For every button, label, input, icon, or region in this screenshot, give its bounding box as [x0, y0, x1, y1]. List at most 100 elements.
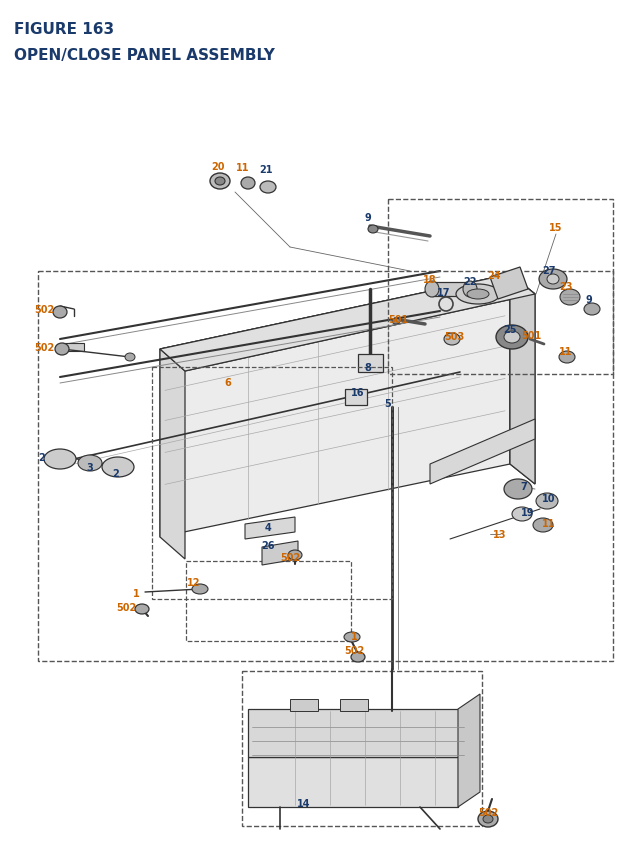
Ellipse shape: [547, 275, 559, 285]
Ellipse shape: [504, 331, 520, 344]
Polygon shape: [458, 694, 480, 807]
Text: 2: 2: [38, 453, 45, 462]
Text: 1: 1: [132, 588, 140, 598]
Text: 4: 4: [264, 523, 271, 532]
Text: 21: 21: [259, 164, 273, 175]
Bar: [388, 200, 613, 375]
Ellipse shape: [135, 604, 149, 614]
Ellipse shape: [55, 344, 69, 356]
Bar: [358, 355, 383, 373]
Ellipse shape: [425, 282, 439, 298]
Ellipse shape: [539, 269, 567, 289]
Text: 15: 15: [549, 223, 563, 232]
Ellipse shape: [560, 289, 580, 306]
Text: 501: 501: [388, 314, 408, 325]
Text: 502: 502: [478, 807, 498, 817]
Polygon shape: [160, 275, 535, 372]
Text: 22: 22: [463, 276, 477, 287]
Polygon shape: [160, 275, 510, 537]
Text: 3: 3: [86, 462, 93, 473]
Text: 2: 2: [113, 468, 120, 479]
Text: 23: 23: [559, 282, 573, 292]
Text: 26: 26: [261, 541, 275, 550]
Text: 12: 12: [188, 578, 201, 587]
Ellipse shape: [483, 815, 493, 823]
Text: 502: 502: [280, 553, 300, 562]
Bar: [152, 368, 392, 599]
Text: 502: 502: [344, 645, 364, 655]
Text: 11: 11: [559, 347, 573, 356]
Text: 502: 502: [116, 603, 136, 612]
Polygon shape: [510, 275, 535, 485]
Polygon shape: [430, 419, 535, 485]
Text: 9: 9: [586, 294, 593, 305]
Polygon shape: [160, 275, 535, 372]
Text: 1: 1: [351, 631, 357, 641]
Text: 10: 10: [542, 493, 556, 504]
Text: 8: 8: [365, 362, 371, 373]
Polygon shape: [248, 709, 468, 757]
Text: 501: 501: [521, 331, 541, 341]
Ellipse shape: [444, 333, 460, 345]
Text: OPEN/CLOSE PANEL ASSEMBLY: OPEN/CLOSE PANEL ASSEMBLY: [14, 48, 275, 63]
Ellipse shape: [533, 518, 553, 532]
Ellipse shape: [192, 585, 208, 594]
Text: 27: 27: [542, 266, 556, 276]
Text: 20: 20: [211, 162, 225, 172]
Ellipse shape: [536, 493, 558, 510]
Text: 502: 502: [34, 305, 54, 314]
Text: 13: 13: [493, 530, 507, 539]
Ellipse shape: [241, 177, 255, 189]
Ellipse shape: [44, 449, 76, 469]
Text: 16: 16: [351, 387, 365, 398]
Text: 503: 503: [444, 331, 464, 342]
Ellipse shape: [210, 174, 230, 189]
Text: 14: 14: [297, 798, 311, 808]
Ellipse shape: [478, 811, 498, 827]
Ellipse shape: [496, 325, 528, 350]
Bar: [432, 282, 470, 297]
Text: 25: 25: [503, 325, 516, 335]
Ellipse shape: [78, 455, 102, 472]
Text: 502: 502: [34, 343, 54, 353]
Text: 18: 18: [423, 275, 437, 285]
Polygon shape: [248, 757, 458, 807]
Text: 6: 6: [225, 378, 232, 387]
Ellipse shape: [125, 354, 135, 362]
Text: 5: 5: [385, 399, 392, 408]
Bar: [62, 344, 84, 351]
Text: 17: 17: [437, 288, 451, 298]
Ellipse shape: [504, 480, 532, 499]
Ellipse shape: [584, 304, 600, 316]
Bar: [38, 272, 613, 661]
Ellipse shape: [463, 282, 477, 298]
Text: 19: 19: [521, 507, 535, 517]
Ellipse shape: [215, 177, 225, 186]
Text: 11: 11: [236, 163, 250, 173]
Ellipse shape: [467, 289, 489, 300]
Bar: [345, 389, 367, 406]
Polygon shape: [262, 542, 298, 566]
Ellipse shape: [288, 550, 302, 561]
Ellipse shape: [260, 182, 276, 194]
Polygon shape: [160, 350, 185, 560]
Text: 24: 24: [487, 270, 500, 281]
Text: 11: 11: [542, 518, 556, 529]
Text: FIGURE 163: FIGURE 163: [14, 22, 114, 37]
Ellipse shape: [102, 457, 134, 478]
Text: 9: 9: [365, 213, 371, 223]
Bar: [186, 561, 351, 641]
Polygon shape: [245, 517, 295, 539]
Ellipse shape: [368, 226, 378, 233]
Ellipse shape: [559, 351, 575, 363]
Ellipse shape: [392, 319, 400, 325]
Polygon shape: [490, 268, 528, 300]
Ellipse shape: [512, 507, 532, 522]
Ellipse shape: [53, 307, 67, 319]
Bar: [340, 699, 368, 711]
Bar: [290, 699, 318, 711]
Ellipse shape: [456, 285, 500, 305]
Ellipse shape: [351, 653, 365, 662]
Ellipse shape: [344, 632, 360, 642]
Text: 7: 7: [520, 481, 527, 492]
